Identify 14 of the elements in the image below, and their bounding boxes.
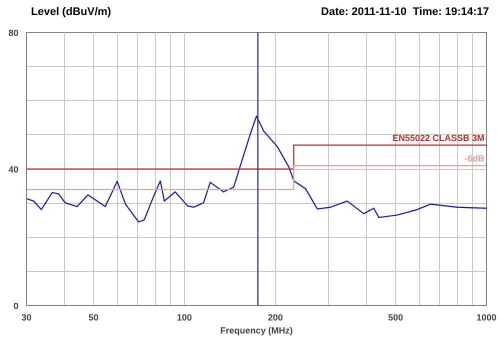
x-tick-label: 30 (21, 312, 32, 322)
text: Date: 2011-11-10 Time: 19:14:17 (321, 5, 489, 20)
y-tick-label: 40 (8, 164, 19, 174)
y-tick-label: 80 (8, 28, 19, 38)
x-tick-label: 1000 (476, 312, 497, 322)
x-tick-label: 50 (88, 312, 99, 322)
x-axis-title: Frequency (MHz) (220, 326, 293, 336)
x-tick-label: 200 (268, 312, 283, 322)
y-tick-label: 0 (13, 301, 19, 311)
x-tick-label: 100 (176, 312, 192, 322)
x-tick-label: 500 (388, 312, 404, 322)
series-label: -6dB (464, 154, 485, 164)
y-axis-title: Level (dBuV/m) (31, 5, 112, 20)
series-label: EN55022 CLASSB 3M (392, 133, 485, 144)
